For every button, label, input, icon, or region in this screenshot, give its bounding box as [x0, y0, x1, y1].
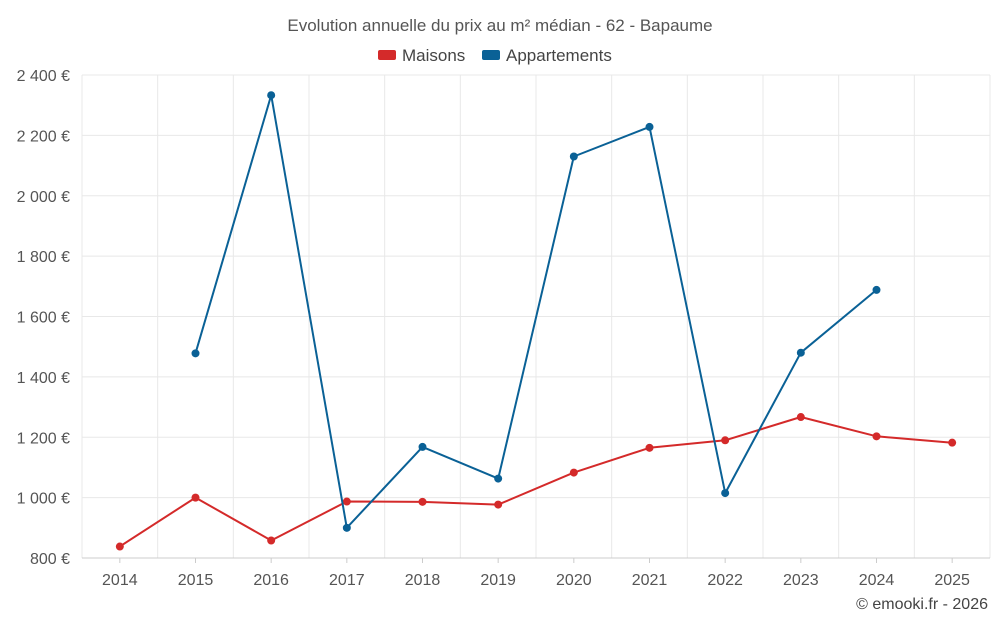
- data-point-appartements-2020[interactable]: [569, 152, 578, 161]
- x-tick-label: 2022: [707, 572, 743, 589]
- x-tick-label: 2014: [102, 572, 138, 589]
- data-point-maisons-2021[interactable]: [645, 443, 654, 452]
- axes: 800 € 1 000 € 1 200 € 1 400 € 1 600 € 1 800 €…: [17, 68, 990, 589]
- series-maisons: [115, 413, 957, 551]
- legend-swatch-appartements: [482, 50, 500, 60]
- data-point-maisons-2014[interactable]: [115, 542, 124, 551]
- data-point-appartements-2023[interactable]: [796, 348, 805, 357]
- legend-item-maisons[interactable]: Maisons: [378, 46, 465, 65]
- data-point-maisons-2020[interactable]: [569, 468, 578, 477]
- legend-label-maisons: Maisons: [402, 46, 465, 65]
- data-point-maisons-2019[interactable]: [494, 500, 503, 509]
- series-line-maisons: [119, 416, 953, 548]
- data-point-maisons-2024[interactable]: [872, 432, 881, 441]
- x-tick-label: 2016: [253, 572, 289, 589]
- data-point-maisons-2022[interactable]: [721, 436, 730, 445]
- data-point-appartements-2024[interactable]: [872, 285, 881, 294]
- legend-item-appartements[interactable]: Appartements: [482, 46, 612, 65]
- data-point-appartements-2019[interactable]: [494, 474, 503, 483]
- series-appartements: [191, 91, 881, 532]
- legend-swatch-maisons: [378, 50, 396, 60]
- y-tick-label: 1 600 €: [17, 310, 70, 327]
- y-tick-label: 1 000 €: [17, 491, 70, 508]
- x-tick-label: 2024: [859, 572, 895, 589]
- y-tick-label: 1 800 €: [17, 249, 70, 266]
- data-point-maisons-2025[interactable]: [948, 438, 957, 447]
- data-point-appartements-2017[interactable]: [342, 523, 351, 532]
- x-tick-label: 2021: [632, 572, 668, 589]
- y-tick-label: 1 200 €: [17, 430, 70, 447]
- y-tick-label: 2 000 €: [17, 189, 70, 206]
- credit: © emooki.fr - 2026: [856, 596, 988, 613]
- data-point-maisons-2018[interactable]: [418, 497, 427, 506]
- data-point-appartements-2021[interactable]: [645, 122, 654, 131]
- data-point-appartements-2018[interactable]: [418, 442, 427, 451]
- data-point-maisons-2015[interactable]: [191, 493, 200, 502]
- x-tick-label: 2015: [178, 572, 214, 589]
- x-tick-label: 2020: [556, 572, 592, 589]
- x-tick-label: 2019: [480, 572, 516, 589]
- data-point-appartements-2022[interactable]: [721, 489, 730, 498]
- y-tick-label: 1 400 €: [17, 370, 70, 387]
- x-tick-label: 2023: [783, 572, 819, 589]
- data-point-maisons-2017[interactable]: [342, 497, 351, 506]
- legend: Maisons Appartements: [378, 46, 612, 65]
- series-line-appartements: [194, 94, 878, 529]
- x-tick-label: 2017: [329, 572, 365, 589]
- y-tick-label: 2 400 €: [17, 68, 70, 85]
- data-point-maisons-2023[interactable]: [796, 413, 805, 422]
- x-tick-label: 2018: [405, 572, 441, 589]
- y-tick-label: 2 200 €: [17, 128, 70, 145]
- series: [115, 91, 957, 551]
- x-tick-label: 2025: [934, 572, 970, 589]
- chart-title: Evolution annuelle du prix au m² médian …: [287, 16, 712, 35]
- data-point-maisons-2016[interactable]: [267, 536, 276, 545]
- data-point-appartements-2015[interactable]: [191, 349, 200, 358]
- y-tick-label: 800 €: [30, 551, 70, 568]
- legend-label-appartements: Appartements: [506, 46, 612, 65]
- data-point-appartements-2016[interactable]: [267, 91, 276, 100]
